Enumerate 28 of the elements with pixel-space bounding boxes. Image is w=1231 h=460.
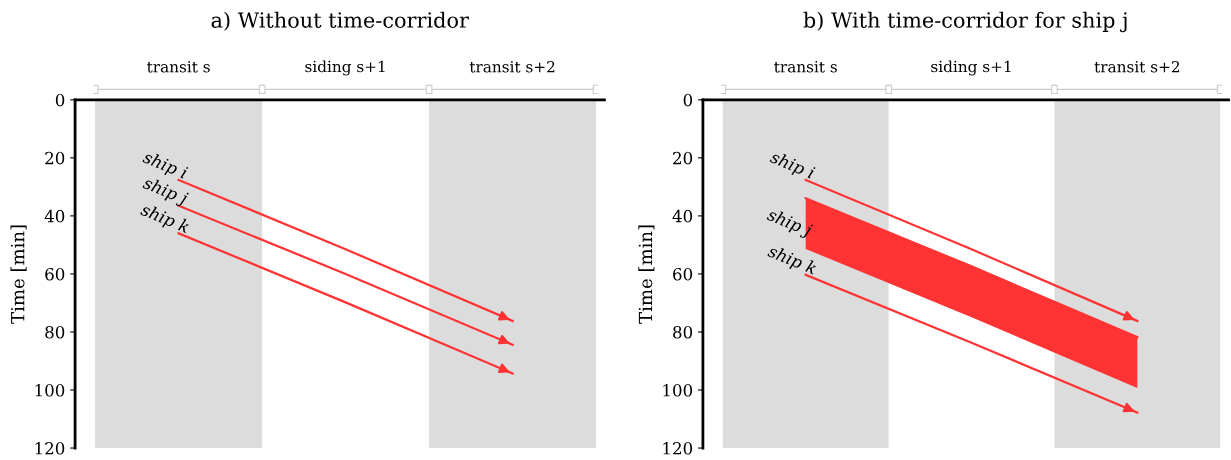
text: ship k xyxy=(765,243,818,278)
y-axis-title: Time [min] xyxy=(638,225,655,324)
x-tick-label: siding s+1 xyxy=(305,60,385,76)
chart-title: a) Without time-corridor xyxy=(211,11,469,31)
y-tick-label: 20 xyxy=(45,151,65,165)
x-tick-label: transit s+2 xyxy=(1094,60,1180,73)
y-tick-label: 40 xyxy=(672,209,693,223)
y-tick-label: 0 xyxy=(683,93,693,107)
text: ship i xyxy=(142,153,189,179)
y-tick-label: 100 xyxy=(35,383,65,397)
y-tick-label: 80 xyxy=(45,325,65,339)
y-axis-title: Time [min] xyxy=(10,225,27,324)
y-tick-label: 60 xyxy=(673,267,693,281)
x-tick-label: transit s xyxy=(774,61,837,73)
y-tick-label: 120 xyxy=(663,442,693,455)
x-tick-label: siding s+1 xyxy=(931,60,1011,76)
text: ship i xyxy=(768,149,816,183)
y-tick-label: 60 xyxy=(45,267,65,281)
y-tick-label: 100 xyxy=(663,383,693,397)
y-tick-label: 80 xyxy=(673,325,693,339)
y-tick-label: 120 xyxy=(35,442,65,455)
y-tick-label: 20 xyxy=(673,151,693,165)
text: ship j xyxy=(765,207,814,240)
x-tick-label: transit s+2 xyxy=(469,60,555,73)
y-tick-label: 0 xyxy=(55,93,65,107)
x-tick-label: transit s xyxy=(147,61,210,73)
chart-title: b) With time-corridor for ship j xyxy=(803,11,1127,33)
y-tick-label: 40 xyxy=(44,209,65,223)
